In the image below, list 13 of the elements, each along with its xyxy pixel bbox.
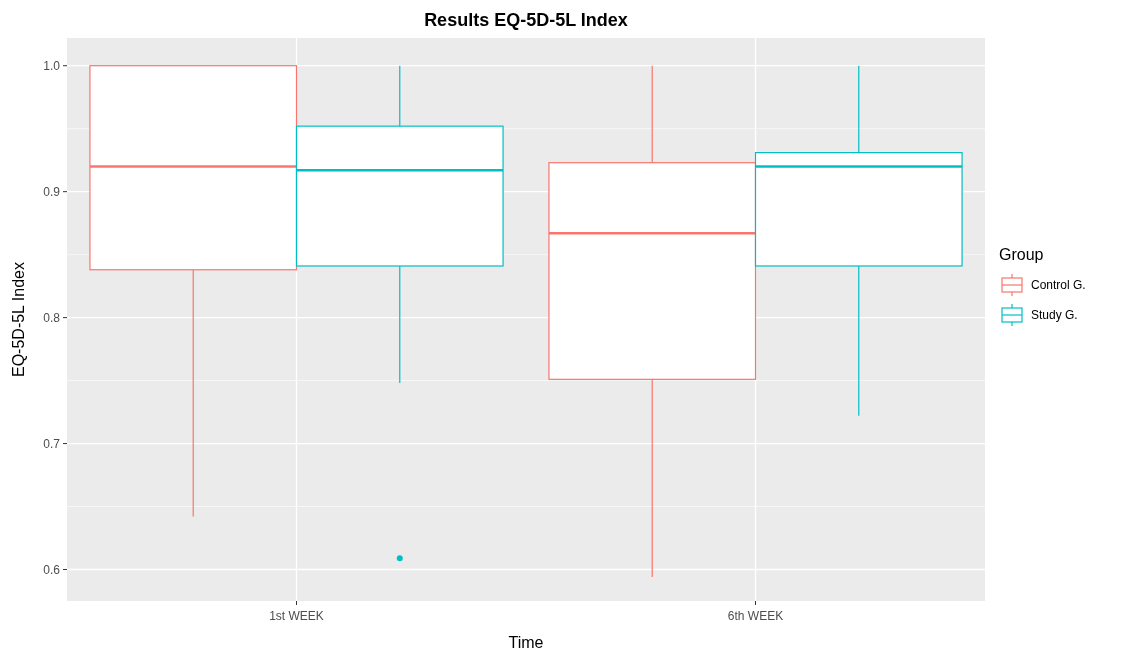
y-tick-label: 0.8 [43, 310, 61, 325]
legend-label: Study G. [1031, 308, 1078, 323]
y-tick-label: 0.9 [43, 184, 61, 199]
y-axis-title: EQ-5D-5L Index [10, 261, 27, 378]
legend-title: Group [999, 246, 1044, 263]
y-tick-label: 0.6 [43, 562, 61, 577]
y-tick-label: 0.7 [43, 436, 61, 451]
chart-title: Results EQ-5D-5L Index [424, 10, 628, 30]
x-tick-label: 6th WEEK [727, 609, 784, 623]
y-tick-label: 1.0 [43, 58, 61, 73]
x-tick-label: 1st WEEK [269, 609, 324, 623]
legend-label: Control G. [1031, 278, 1086, 293]
x-axis-title: Time [508, 634, 544, 651]
